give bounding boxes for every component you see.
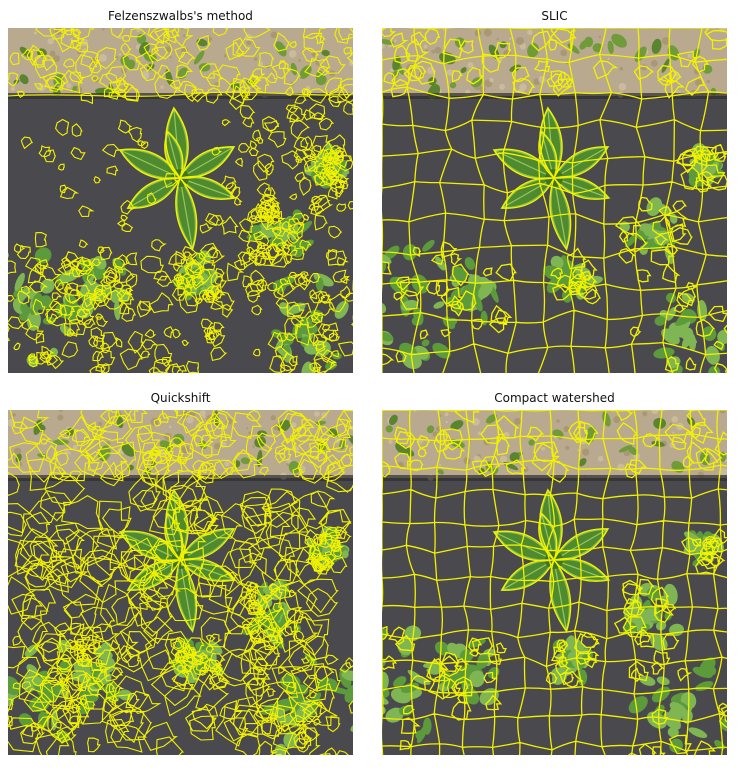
panel-title-compact-watershed: Compact watershed bbox=[494, 391, 615, 405]
segmentation-image-slic bbox=[382, 28, 727, 373]
segmentation-svg-felzenszwalb bbox=[8, 28, 353, 373]
panel-title-quickshift: Quickshift bbox=[150, 391, 211, 405]
panel-title-felzenszwalb: Felzenszwalbs's method bbox=[108, 9, 253, 23]
segmentation-svg-quickshift bbox=[8, 410, 353, 755]
segmentation-svg-slic bbox=[382, 28, 727, 373]
segmentation-image-felzenszwalb bbox=[8, 28, 353, 373]
segmentation-svg-compact-watershed bbox=[382, 410, 727, 755]
superpixel-boundaries bbox=[382, 28, 727, 373]
segmentation-image-compact-watershed bbox=[382, 410, 727, 755]
segmentation-image-quickshift bbox=[8, 410, 353, 755]
panel-slic: SLIC bbox=[382, 8, 727, 375]
panel-title-slic: SLIC bbox=[541, 9, 568, 23]
panel-compact-watershed: Compact watershed bbox=[382, 390, 727, 757]
superpixel-boundaries bbox=[8, 28, 353, 373]
superpixel-boundaries bbox=[8, 410, 353, 755]
panel-felzenszwalb: Felzenszwalbs's method bbox=[8, 8, 353, 375]
superpixel-boundaries bbox=[382, 410, 727, 755]
panel-quickshift: Quickshift bbox=[8, 390, 353, 757]
